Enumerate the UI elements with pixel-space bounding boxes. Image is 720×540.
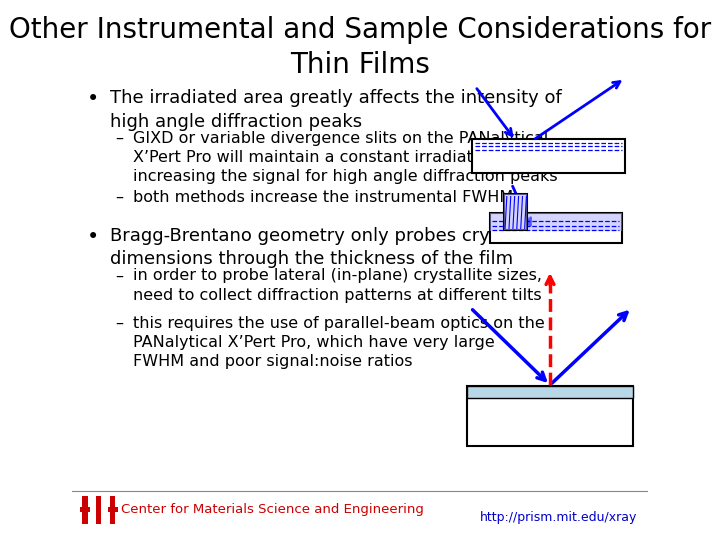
Bar: [504, 194, 527, 230]
Text: Thin Films: Thin Films: [290, 51, 430, 79]
Bar: [108, 507, 117, 512]
Text: –: –: [115, 268, 123, 284]
Text: Other Instrumental and Sample Considerations for: Other Instrumental and Sample Considerat…: [9, 16, 711, 44]
Bar: [504, 194, 527, 230]
Bar: [110, 496, 115, 524]
Text: both methods increase the instrumental FWHM: both methods increase the instrumental F…: [132, 190, 513, 205]
Text: •: •: [86, 227, 99, 247]
Bar: [490, 213, 622, 243]
Text: •: •: [86, 89, 99, 109]
Bar: [467, 386, 634, 445]
Text: The irradiated area greatly affects the intensity of
high angle diffraction peak: The irradiated area greatly affects the …: [109, 89, 562, 131]
Text: in order to probe lateral (in-plane) crystallite sizes,
need to collect diffract: in order to probe lateral (in-plane) cry…: [132, 268, 541, 302]
Bar: [83, 496, 88, 524]
Bar: [467, 386, 634, 398]
Bar: [472, 139, 625, 173]
Bar: [490, 213, 622, 231]
Text: –: –: [115, 131, 123, 146]
Text: Center for Materials Science and Engineering: Center for Materials Science and Enginee…: [121, 503, 424, 516]
Text: –: –: [115, 190, 123, 205]
Text: –: –: [115, 316, 123, 331]
Bar: [96, 496, 102, 524]
Bar: [80, 507, 90, 512]
Text: GIXD or variable divergence slits on the PANalytical
X’Pert Pro will maintain a : GIXD or variable divergence slits on the…: [132, 131, 557, 184]
Text: http://prism.mit.edu/xray: http://prism.mit.edu/xray: [480, 511, 637, 524]
Text: this requires the use of parallel-beam optics on the
PANalytical X’Pert Pro, whi: this requires the use of parallel-beam o…: [132, 316, 544, 369]
Text: Bragg-Brentano geometry only probes crystallite
dimensions through the thickness: Bragg-Brentano geometry only probes crys…: [109, 227, 550, 268]
